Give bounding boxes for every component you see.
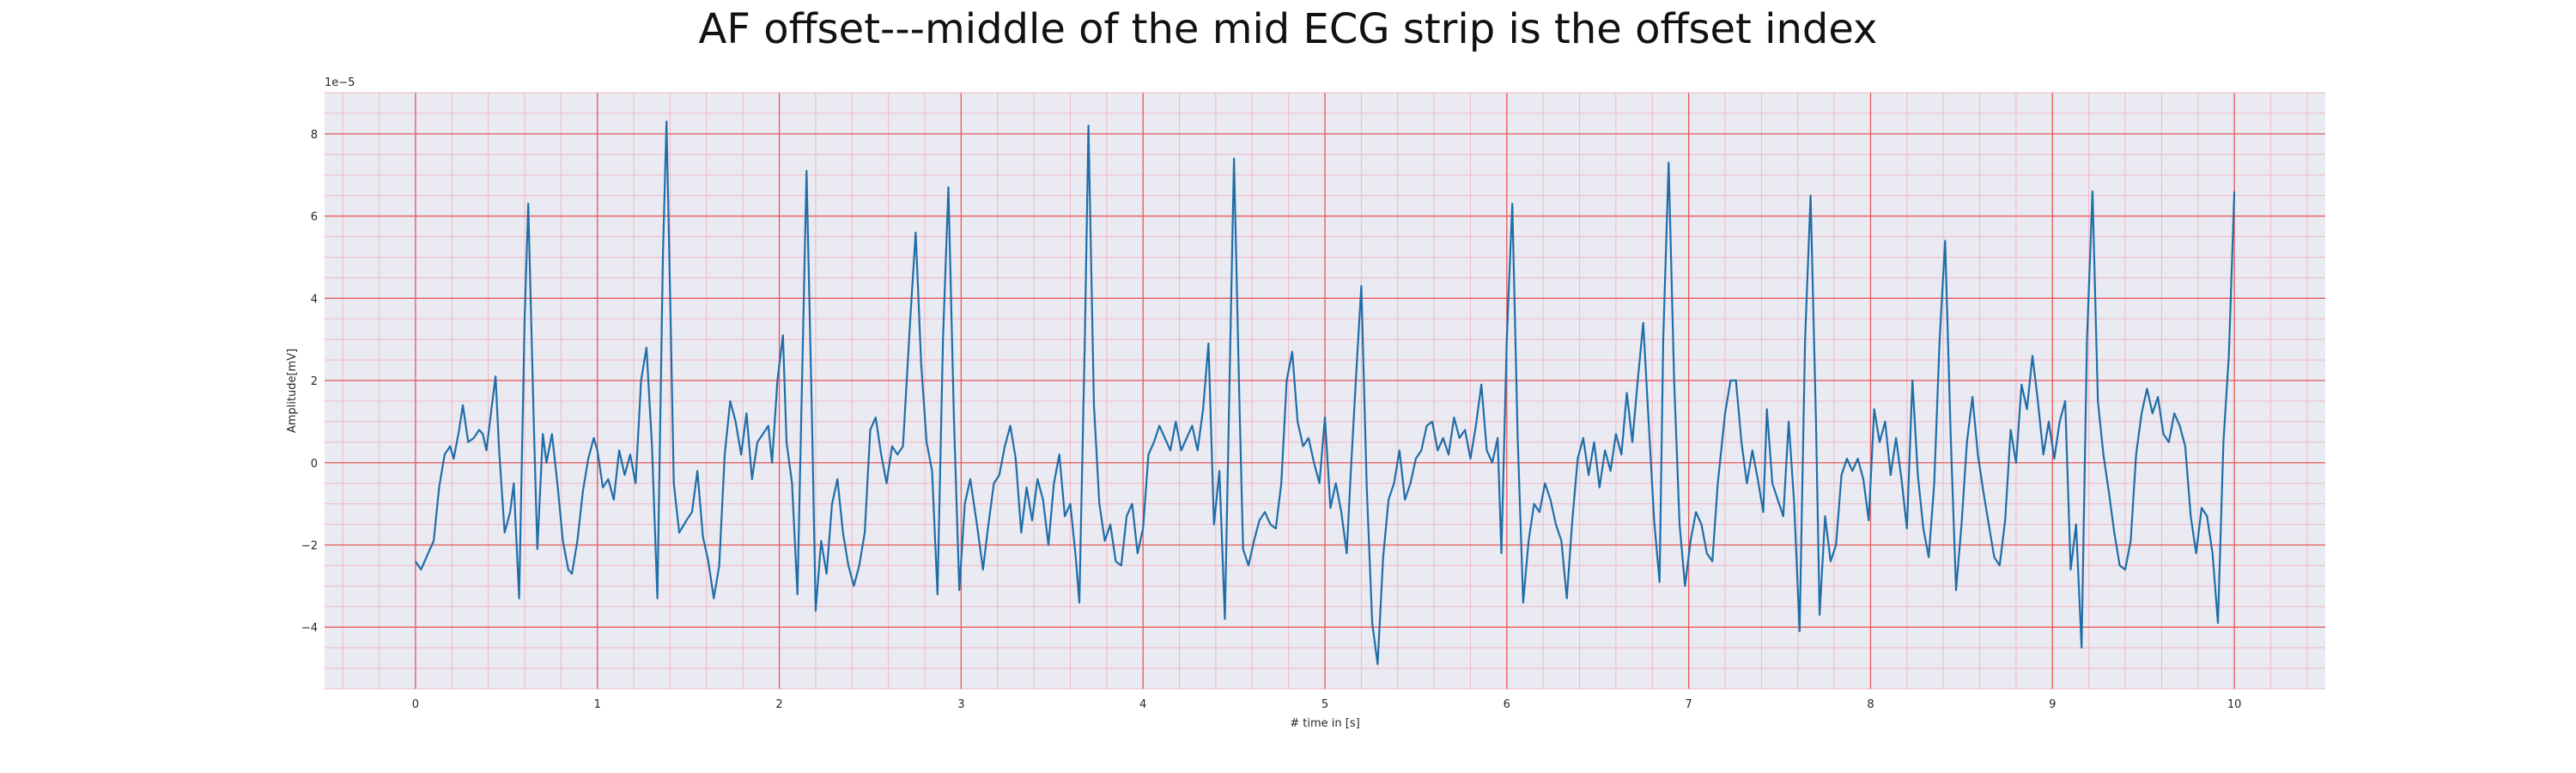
series-line-0 [414, 120, 2236, 666]
tick-labels: 0 1 2 3 4 5 6 7 8 9 10 −4 −2 0 2 4 6 8 [301, 129, 2242, 711]
x-tick-label: 6 [1504, 698, 1510, 711]
x-tick-label: 5 [1321, 698, 1328, 711]
y-tick-label: 2 [311, 375, 318, 388]
x-tick-label: 7 [1685, 698, 1692, 711]
y-tick-label: 0 [311, 458, 318, 471]
chart-title: AF offset---middle of the mid ECG strip … [698, 5, 1878, 53]
x-tick-label: 0 [412, 698, 419, 711]
y-tick-label: −2 [301, 539, 318, 552]
x-tick-label: 1 [594, 698, 601, 711]
y-axis-label: Amplitude[mV] [286, 349, 299, 433]
y-tick-label: 8 [311, 129, 318, 142]
y-tick-label: 6 [311, 211, 318, 224]
x-tick-label: 10 [2227, 698, 2242, 711]
y-tick-label: 4 [311, 293, 318, 306]
y-scale-multiplier: 1e−5 [325, 76, 355, 89]
x-tick-label: 9 [2049, 698, 2056, 711]
x-tick-label: 8 [1867, 698, 1874, 711]
x-tick-label: 3 [957, 698, 964, 711]
y-tick-label: −4 [301, 622, 318, 635]
series-layer [414, 120, 2236, 666]
x-axis-label: # time in [s] [1290, 717, 1359, 730]
x-tick-label: 4 [1139, 698, 1146, 711]
x-tick-label: 2 [775, 698, 782, 711]
